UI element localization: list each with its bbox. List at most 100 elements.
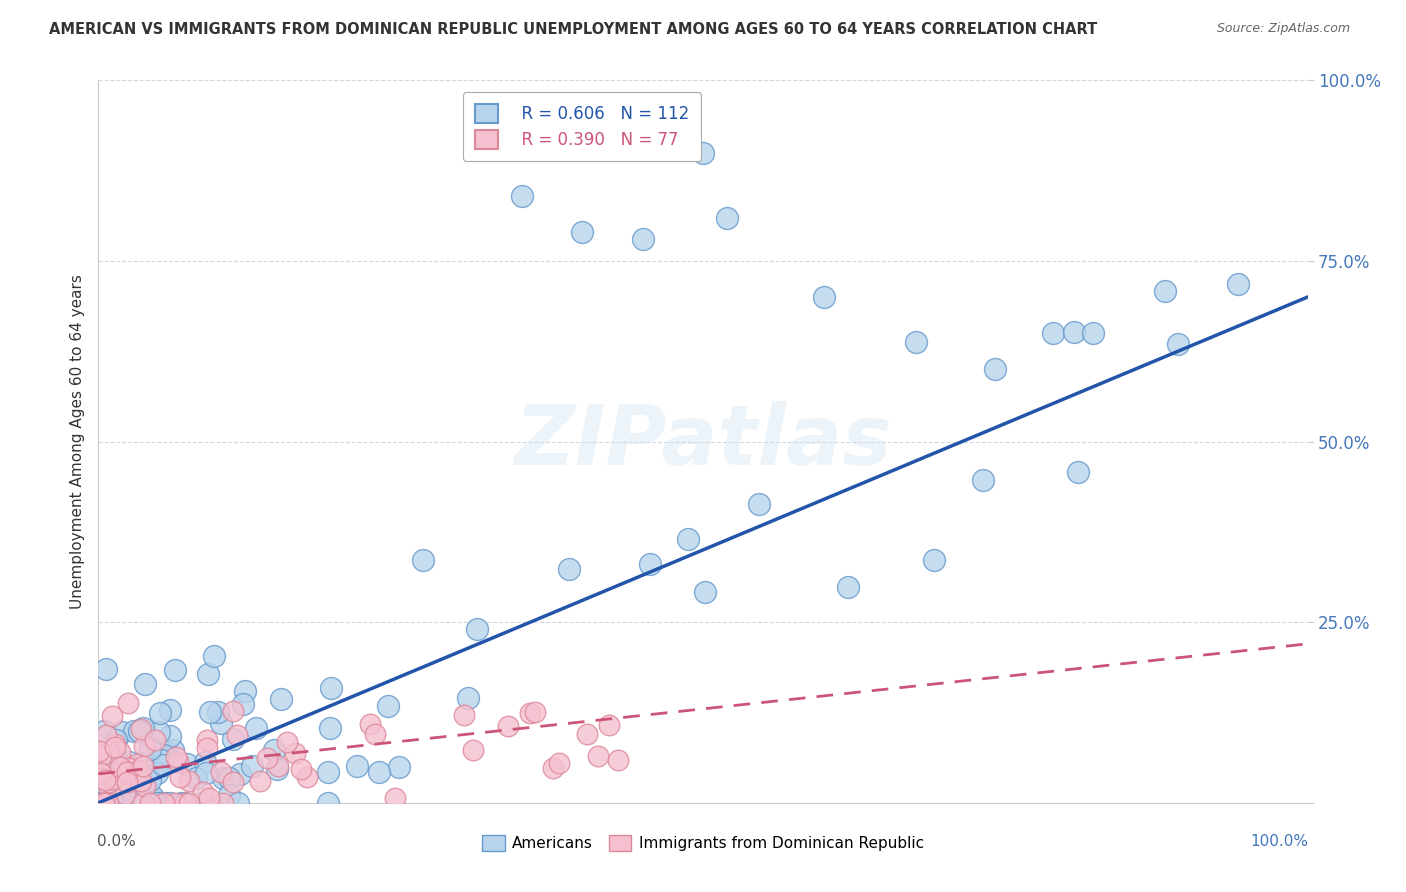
Point	[453, 707, 475, 722]
Point	[134, 677, 156, 691]
Point	[368, 764, 391, 779]
Point	[197, 667, 219, 681]
Point	[558, 562, 581, 576]
Point	[184, 772, 207, 786]
Point	[547, 756, 569, 771]
Point	[266, 762, 288, 776]
Point	[141, 796, 163, 810]
Point	[359, 716, 381, 731]
Point	[167, 755, 190, 769]
Point	[263, 743, 285, 757]
Point	[174, 796, 197, 810]
Point	[120, 796, 142, 810]
Point	[256, 750, 278, 764]
Point	[124, 768, 146, 782]
Point	[165, 663, 187, 677]
Point	[155, 745, 177, 759]
Point	[93, 796, 115, 810]
Point	[152, 757, 174, 772]
Point	[209, 764, 232, 779]
Point	[112, 796, 135, 810]
Point	[97, 780, 120, 794]
Point	[412, 552, 434, 566]
Point	[388, 760, 411, 774]
Point	[316, 764, 339, 779]
Point	[94, 796, 117, 810]
Point	[90, 767, 112, 781]
Point	[169, 796, 191, 810]
Point	[586, 748, 609, 763]
Point	[319, 722, 342, 736]
Point	[101, 796, 124, 810]
Point	[245, 721, 267, 735]
Point	[107, 796, 129, 810]
Point	[598, 718, 620, 732]
Point	[118, 763, 141, 777]
Point	[179, 774, 201, 789]
Point	[128, 723, 150, 738]
Point	[94, 796, 117, 810]
Point	[229, 766, 252, 780]
Point	[118, 761, 141, 775]
Point	[150, 753, 173, 767]
Point	[143, 792, 166, 806]
Point	[904, 334, 927, 349]
Point	[813, 290, 835, 304]
Point	[207, 706, 229, 720]
Text: 100.0%: 100.0%	[1251, 834, 1309, 849]
Text: AMERICAN VS IMMIGRANTS FROM DOMINICAN REPUBLIC UNEMPLOYMENT AMONG AGES 60 TO 64 : AMERICAN VS IMMIGRANTS FROM DOMINICAN RE…	[49, 22, 1098, 37]
Point	[115, 765, 138, 780]
Point	[195, 740, 218, 755]
Point	[692, 145, 714, 160]
Point	[211, 796, 233, 810]
Point	[108, 745, 131, 759]
Point	[631, 232, 654, 246]
Point	[319, 681, 342, 696]
Point	[132, 756, 155, 770]
Point	[177, 796, 200, 810]
Point	[457, 691, 479, 706]
Point	[496, 719, 519, 733]
Point	[98, 746, 121, 760]
Point	[316, 796, 339, 810]
Point	[197, 791, 219, 805]
Point	[114, 787, 136, 801]
Point	[101, 772, 124, 787]
Point	[523, 706, 546, 720]
Point	[1042, 326, 1064, 340]
Point	[1226, 277, 1249, 291]
Point	[93, 772, 115, 787]
Point	[122, 789, 145, 803]
Point	[148, 725, 170, 739]
Point	[145, 739, 167, 753]
Point	[377, 699, 399, 714]
Point	[716, 211, 738, 225]
Point	[122, 796, 145, 810]
Point	[461, 743, 484, 757]
Point	[922, 553, 945, 567]
Point	[194, 765, 217, 780]
Point	[1153, 284, 1175, 298]
Point	[232, 697, 254, 711]
Point	[131, 722, 153, 736]
Point	[122, 724, 145, 739]
Point	[541, 761, 564, 775]
Point	[139, 741, 162, 756]
Point	[91, 796, 114, 810]
Legend: Americans, Immigrants from Dominican Republic: Americans, Immigrants from Dominican Rep…	[472, 826, 934, 860]
Point	[104, 733, 127, 747]
Point	[233, 684, 256, 698]
Point	[676, 532, 699, 546]
Point	[984, 362, 1007, 376]
Point	[297, 770, 319, 784]
Point	[1081, 326, 1104, 340]
Point	[94, 796, 117, 810]
Point	[240, 759, 263, 773]
Point	[118, 796, 141, 810]
Point	[94, 662, 117, 676]
Point	[249, 773, 271, 788]
Point	[364, 727, 387, 741]
Point	[129, 773, 152, 788]
Point	[90, 748, 112, 763]
Text: Source: ZipAtlas.com: Source: ZipAtlas.com	[1216, 22, 1350, 36]
